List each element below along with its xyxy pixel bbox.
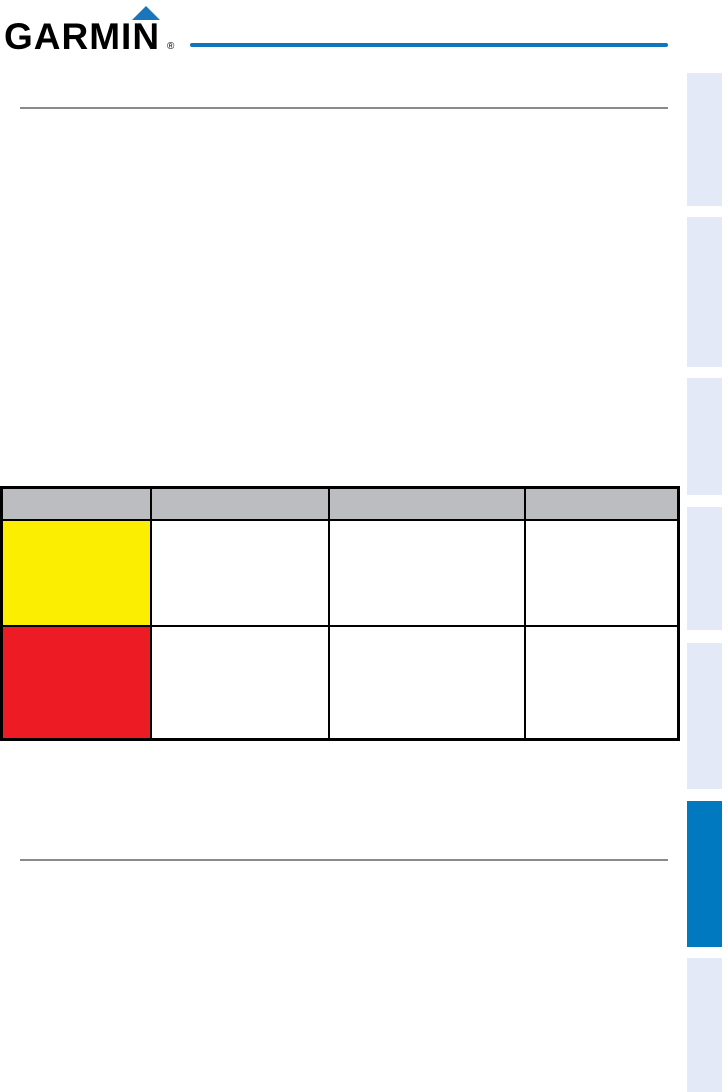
chapter-tab (687, 73, 722, 206)
table-cell (328, 518, 526, 627)
bottom-divider-rule (20, 859, 668, 861)
table-cell (328, 624, 526, 741)
garmin-logo: GARMIN ® (4, 5, 184, 55)
chapter-tab (687, 378, 722, 495)
header-blue-rule (190, 43, 668, 47)
red-swatch-cell (0, 624, 152, 741)
table-row (0, 624, 680, 741)
table-cell (150, 518, 330, 627)
registered-trademark-mark: ® (167, 41, 175, 52)
table-cell (524, 624, 680, 741)
table-header-row (0, 486, 680, 521)
top-divider-rule (20, 107, 668, 109)
table-cell (150, 624, 330, 741)
chapter-tab (687, 507, 722, 630)
yellow-swatch-cell (0, 518, 152, 627)
garmin-delta-icon (132, 6, 160, 20)
chapter-tab (687, 958, 722, 1092)
chapter-tab-active (687, 801, 722, 947)
table-header-cell (328, 486, 526, 521)
table-row (0, 518, 680, 627)
color-legend-table (0, 486, 680, 741)
chapter-tab (687, 643, 722, 789)
garmin-wordmark: GARMIN (4, 16, 161, 57)
table-header-cell (524, 486, 680, 521)
table-header-cell (150, 486, 330, 521)
table-cell (524, 518, 680, 627)
table-header-cell (0, 486, 152, 521)
chapter-tab (687, 217, 722, 367)
